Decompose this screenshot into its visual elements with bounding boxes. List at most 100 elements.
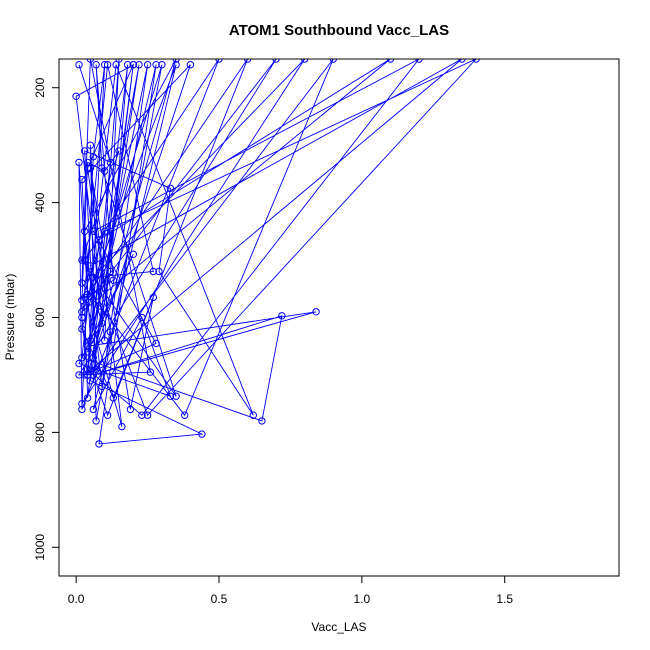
data-point [386, 59, 395, 63]
data-point [272, 59, 280, 63]
data-point [106, 158, 115, 167]
data-point [98, 382, 106, 391]
data-point [86, 141, 95, 149]
data-point [109, 394, 118, 402]
data-point [172, 60, 180, 69]
data-point [89, 354, 98, 362]
data-point [172, 59, 180, 63]
data-point [278, 312, 286, 320]
data-point [89, 371, 98, 379]
data-point [81, 302, 89, 310]
data-point [115, 59, 123, 63]
data-point [78, 354, 86, 362]
data-point [198, 430, 206, 438]
x-axis-label: Vacc_LAS [311, 620, 366, 634]
data-point [123, 60, 132, 69]
data-point [78, 313, 86, 322]
data-point [215, 59, 223, 63]
series-line [75, 59, 477, 445]
data-point [72, 92, 80, 101]
y-tick-label: 1000 [33, 534, 47, 561]
data-point [135, 60, 143, 69]
data-point [101, 336, 109, 345]
data-point [143, 411, 152, 419]
data-point [129, 60, 138, 69]
data-point [92, 60, 100, 69]
data-point [258, 417, 266, 425]
data-point [138, 411, 146, 419]
data-point [472, 59, 480, 63]
data-point [81, 147, 89, 155]
plot-area [72, 59, 480, 448]
data-point [86, 377, 95, 385]
data-point [101, 227, 109, 236]
data-point [146, 368, 155, 376]
data-point [129, 250, 138, 259]
data-point [75, 60, 83, 69]
data-point [86, 164, 95, 172]
data-point [89, 405, 98, 414]
data-point [181, 411, 189, 419]
data-point [89, 153, 98, 161]
data-point [103, 411, 112, 419]
data-point [115, 147, 123, 155]
data-point [126, 405, 135, 414]
data-point [81, 256, 89, 264]
data-point [166, 184, 175, 193]
data-point [98, 164, 106, 172]
y-tick-label: 800 [33, 422, 47, 442]
data-point [103, 60, 112, 69]
data-point [83, 164, 92, 172]
data-point [155, 267, 163, 276]
data-point [458, 59, 466, 63]
data-point [78, 308, 86, 316]
data-point [81, 371, 89, 379]
plot-frame [58, 58, 620, 577]
x-tick-label: 1.0 [354, 592, 371, 606]
data-point [83, 365, 92, 373]
data-point [92, 417, 100, 425]
data-point [118, 422, 126, 431]
data-point [86, 336, 95, 345]
data-point [312, 308, 320, 316]
data-point [95, 440, 103, 448]
data-point [149, 293, 158, 302]
data-point [86, 59, 95, 63]
data-point [166, 392, 175, 400]
data-point [152, 60, 160, 69]
data-point [81, 227, 89, 236]
data-point [83, 371, 92, 379]
data-point [92, 365, 100, 373]
x-tick-label: 1.5 [496, 592, 513, 606]
data-point [78, 400, 86, 408]
data-point [75, 359, 83, 368]
data-point [112, 60, 120, 69]
data-point [101, 60, 109, 69]
data-point [89, 227, 98, 236]
data-point [78, 279, 86, 287]
data-point [81, 293, 89, 302]
data-point [83, 342, 92, 350]
data-point [138, 313, 146, 322]
data-point [83, 348, 92, 356]
data-point [172, 392, 180, 400]
data-point [95, 236, 103, 244]
data-point [75, 158, 83, 167]
data-point [89, 273, 98, 281]
data-point [78, 405, 86, 414]
data-point [78, 256, 86, 264]
data-point [329, 59, 337, 63]
data-point [301, 59, 309, 63]
data-point [78, 325, 86, 333]
data-point [243, 59, 252, 63]
y-tick-label: 400 [33, 192, 47, 212]
data-point [106, 267, 115, 276]
y-tick-label: 200 [33, 77, 47, 97]
data-point [75, 371, 83, 379]
data-point [158, 60, 166, 69]
data-point [149, 267, 158, 276]
y-axis: 200 400 600 800 1000 [33, 77, 59, 561]
data-point [186, 60, 195, 69]
data-point [83, 158, 92, 167]
x-tick-label: 0.0 [68, 592, 85, 606]
